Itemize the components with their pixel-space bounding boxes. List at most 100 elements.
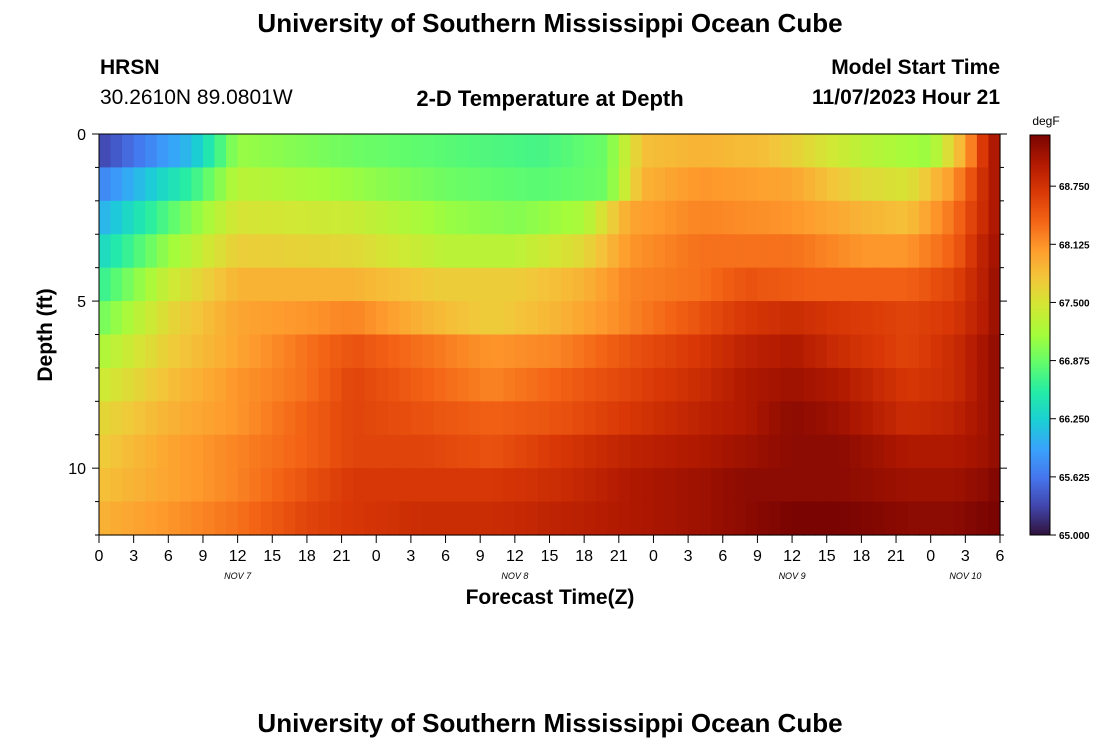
heatmap-cell xyxy=(156,267,169,302)
heatmap-cell xyxy=(387,334,400,369)
heatmap-cell xyxy=(861,401,874,436)
heatmap-cell xyxy=(283,301,296,336)
heatmap-cell xyxy=(422,234,435,269)
heatmap-cell xyxy=(537,134,551,169)
heatmap-cell xyxy=(838,334,851,369)
heatmap-cell xyxy=(815,401,828,436)
heatmap-cell xyxy=(364,267,377,302)
heatmap-cell xyxy=(283,501,296,536)
heatmap-cell xyxy=(503,301,516,336)
heatmap-cell xyxy=(433,334,447,369)
heatmap-cell xyxy=(953,468,966,503)
heatmap-cell xyxy=(815,468,828,503)
heatmap-cell xyxy=(907,167,920,202)
heatmap-cell xyxy=(480,301,493,336)
heatmap-cell xyxy=(457,267,470,302)
heatmap-cell xyxy=(688,301,701,336)
x-tick-label: 6 xyxy=(441,548,450,565)
heatmap-cell xyxy=(734,301,747,336)
heatmap-cell xyxy=(537,167,551,202)
y-tick-label: 5 xyxy=(77,294,86,311)
heatmap-cell xyxy=(272,401,285,436)
heatmap-cell xyxy=(295,468,308,503)
heatmap-cell xyxy=(849,234,862,269)
heatmap-cell xyxy=(191,501,204,536)
heatmap-cell xyxy=(122,334,135,369)
heatmap-cell xyxy=(953,334,966,369)
heatmap-cell xyxy=(572,301,585,336)
heatmap-cell xyxy=(202,267,216,302)
heatmap-cell xyxy=(445,401,458,436)
heatmap-cell xyxy=(202,167,216,202)
heatmap-cell xyxy=(607,367,620,402)
heatmap-cell xyxy=(976,134,990,169)
heatmap-cell xyxy=(676,468,689,503)
heatmap-cell xyxy=(919,134,932,169)
heatmap-cell xyxy=(907,334,920,369)
heatmap-cell xyxy=(433,468,447,503)
heatmap-cell xyxy=(665,200,678,235)
heatmap-cell xyxy=(179,434,193,469)
heatmap-cell xyxy=(768,134,782,169)
heatmap-cell xyxy=(815,267,828,302)
heatmap-cell xyxy=(249,434,262,469)
heatmap-cell xyxy=(792,468,805,503)
colorbar-tick-label: 66.875 xyxy=(1059,357,1090,368)
heatmap-cell xyxy=(226,334,239,369)
colorbar-tick-label: 65.000 xyxy=(1059,531,1090,542)
heatmap-cell xyxy=(399,501,412,536)
heatmap-cell xyxy=(896,167,909,202)
heatmap-cell xyxy=(711,267,724,302)
heatmap-cell xyxy=(549,267,562,302)
heatmap-cell xyxy=(711,401,724,436)
heatmap-cell xyxy=(491,501,504,536)
heatmap-cell xyxy=(803,167,816,202)
x-day-label: NOV 8 xyxy=(501,571,528,581)
heatmap-cell xyxy=(110,401,123,436)
heatmap-cell xyxy=(803,334,816,369)
heatmap-cell xyxy=(792,434,805,469)
heatmap-cell xyxy=(896,200,909,235)
heatmap-cell xyxy=(226,301,239,336)
heatmap-cell xyxy=(237,267,250,302)
heatmap-cell xyxy=(699,301,712,336)
heatmap-cell xyxy=(272,367,285,402)
heatmap-cell xyxy=(341,267,354,302)
heatmap-cell xyxy=(457,334,470,369)
x-tick-label: 21 xyxy=(333,548,351,565)
heatmap-cell xyxy=(884,434,897,469)
heatmap-cell xyxy=(249,234,262,269)
heatmap-cell xyxy=(872,301,886,336)
heatmap-cell xyxy=(745,134,759,169)
heatmap-cell xyxy=(283,167,296,202)
heatmap-cell xyxy=(699,334,712,369)
heatmap-cell xyxy=(734,501,747,536)
heatmap-cell xyxy=(653,134,666,169)
heatmap-cell xyxy=(306,200,320,235)
heatmap-cell xyxy=(156,367,169,402)
x-tick-label: 21 xyxy=(610,548,628,565)
heatmap-cell xyxy=(99,468,112,503)
heatmap-cell xyxy=(595,167,608,202)
heatmap-cell xyxy=(780,367,793,402)
heatmap-cell xyxy=(815,334,828,369)
heatmap-cell xyxy=(376,200,389,235)
heatmap-cell xyxy=(711,434,724,469)
heatmap-cell xyxy=(965,401,978,436)
heatmap-cell xyxy=(803,501,816,536)
heatmap-cell xyxy=(572,167,585,202)
heatmap-cell xyxy=(896,334,909,369)
heatmap-cell xyxy=(688,234,701,269)
station-coordinates: 30.2610N 89.0801W xyxy=(100,86,293,109)
heatmap-cell xyxy=(676,501,689,536)
heatmap-cell xyxy=(572,134,585,169)
heatmap-cell xyxy=(861,468,874,503)
heatmap-cell xyxy=(410,167,424,202)
heatmap-cell xyxy=(884,234,897,269)
heatmap-cell xyxy=(410,334,424,369)
heatmap-cell xyxy=(422,301,435,336)
heatmap-cell xyxy=(514,200,527,235)
heatmap-cell xyxy=(249,468,262,503)
heatmap-cell xyxy=(249,401,262,436)
heatmap-cell xyxy=(306,401,320,436)
